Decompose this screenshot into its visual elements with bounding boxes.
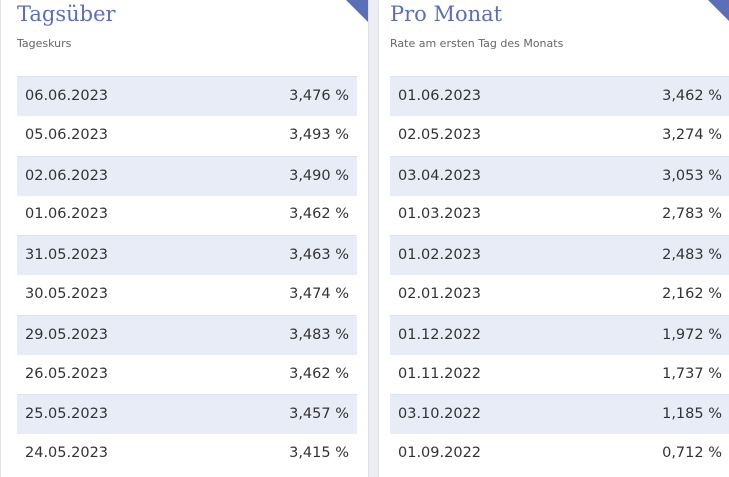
table-row: 01.12.2022 1,972 % xyxy=(390,314,729,355)
table-row: 30.05.2023 3,474 % xyxy=(17,275,357,315)
date-cell: 26.05.2023 xyxy=(25,365,109,382)
rate-cell: 3,483 % xyxy=(289,326,349,343)
rate-cell: 3,462 % xyxy=(289,206,349,223)
date-cell: 01.06.2023 xyxy=(25,206,109,223)
date-cell: 01.02.2023 xyxy=(398,247,482,264)
date-cell: 01.09.2022 xyxy=(398,445,482,462)
rate-cell: 3,457 % xyxy=(289,406,349,423)
date-cell: 30.05.2023 xyxy=(25,286,109,302)
rate-cell: 3,274 % xyxy=(662,126,722,143)
panel-subtitle: Rate am ersten Tag des Monats xyxy=(390,37,564,50)
rate-cell: 1,972 % xyxy=(662,326,722,343)
date-cell: 02.01.2023 xyxy=(398,286,482,302)
table-row: 25.05.2023 3,457 % xyxy=(17,394,357,435)
date-cell: 31.05.2023 xyxy=(25,247,109,264)
rate-cell: 3,462 % xyxy=(289,365,349,382)
panel-subtitle: Tageskurs xyxy=(17,37,72,50)
rate-cell: 2,483 % xyxy=(662,247,722,264)
date-cell: 05.06.2023 xyxy=(25,126,109,143)
table-row: 01.06.2023 3,462 % xyxy=(17,195,357,235)
rate-cell: 2,162 % xyxy=(662,286,722,302)
table-row: 01.09.2022 0,712 % xyxy=(390,434,729,474)
table-row: 06.06.2023 3,476 % xyxy=(17,76,357,116)
table-row: 03.04.2023 3,053 % xyxy=(390,155,729,196)
panel: Tagsüber Tageskurs 06.06.2023 3,476 % 05.06.… xyxy=(0,0,369,477)
rate-cell: 3,474 % xyxy=(289,286,349,302)
rate-cell: 3,493 % xyxy=(289,126,349,143)
rate-cell: 3,053 % xyxy=(662,167,722,184)
table-row: 01.11.2022 1,737 % xyxy=(390,355,729,395)
corner-decoration xyxy=(346,0,368,22)
rate-cell: 3,415 % xyxy=(289,445,349,462)
date-cell: 03.10.2022 xyxy=(398,406,482,423)
date-cell: 06.06.2023 xyxy=(25,88,109,104)
panel-title: Pro Monat xyxy=(390,2,503,26)
date-cell: 24.05.2023 xyxy=(25,445,109,462)
table-row: 02.05.2023 3,274 % xyxy=(390,116,729,156)
table-row: 02.06.2023 3,490 % xyxy=(17,155,357,196)
table-row: 01.03.2023 2,783 % xyxy=(390,195,729,235)
table-row: 03.10.2022 1,185 % xyxy=(390,394,729,435)
table-row: 24.05.2023 3,415 % xyxy=(17,434,357,474)
date-cell: 25.05.2023 xyxy=(25,406,109,423)
date-cell: 01.12.2022 xyxy=(398,326,482,343)
date-cell: 02.06.2023 xyxy=(25,167,109,184)
rate-cell: 3,476 % xyxy=(289,88,349,104)
table-row: 26.05.2023 3,462 % xyxy=(17,355,357,395)
rate-cell: 3,462 % xyxy=(662,88,722,104)
rate-cell: 0,712 % xyxy=(662,445,722,462)
table-row: 02.01.2023 2,162 % xyxy=(390,275,729,315)
date-cell: 29.05.2023 xyxy=(25,326,109,343)
rate-cell: 3,463 % xyxy=(289,247,349,264)
rate-cell: 2,783 % xyxy=(662,206,722,223)
date-cell: 03.04.2023 xyxy=(398,167,482,184)
corner-decoration xyxy=(708,0,729,22)
table-row: 05.06.2023 3,493 % xyxy=(17,116,357,156)
rate-cell: 1,185 % xyxy=(662,406,722,423)
table-row: 31.05.2023 3,463 % xyxy=(17,235,357,276)
table-row: 29.05.2023 3,483 % xyxy=(17,314,357,355)
rate-cell: 3,490 % xyxy=(289,167,349,184)
date-cell: 01.03.2023 xyxy=(398,206,482,223)
panel: Pro Monat Rate am ersten Tag des Monats 01… xyxy=(378,0,729,477)
date-cell: 01.11.2022 xyxy=(398,365,482,382)
date-cell: 01.06.2023 xyxy=(398,88,482,104)
date-cell: 02.05.2023 xyxy=(398,126,482,143)
panel-title: Tagsüber xyxy=(17,2,116,26)
rate-cell: 1,737 % xyxy=(662,365,722,382)
table-row: 01.06.2023 3,462 % xyxy=(390,76,729,116)
table-row: 01.02.2023 2,483 % xyxy=(390,235,729,276)
